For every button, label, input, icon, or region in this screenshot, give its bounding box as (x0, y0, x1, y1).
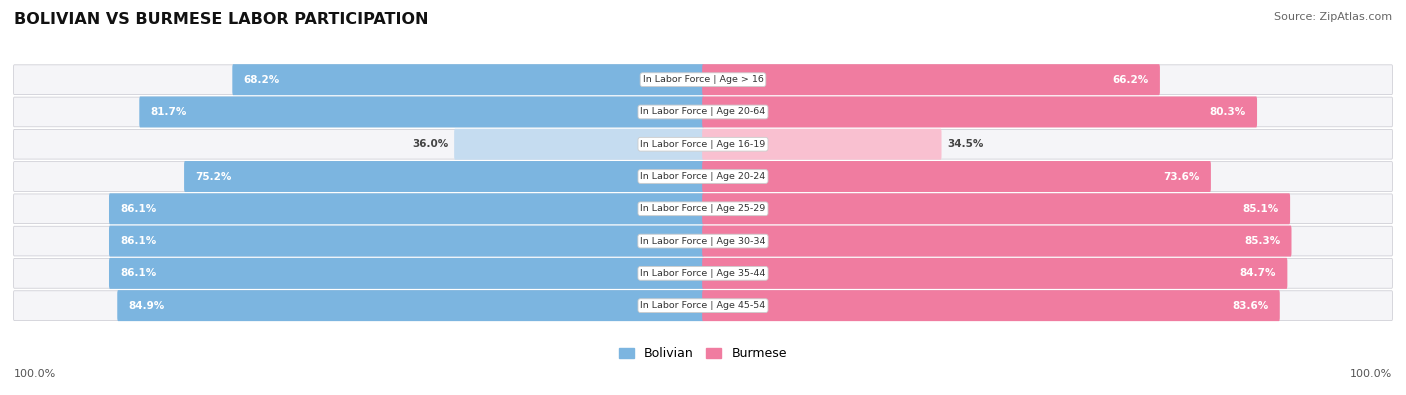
FancyBboxPatch shape (139, 96, 704, 128)
FancyBboxPatch shape (110, 258, 704, 289)
FancyBboxPatch shape (14, 291, 1392, 320)
FancyBboxPatch shape (702, 290, 1279, 321)
Text: In Labor Force | Age 16-19: In Labor Force | Age 16-19 (640, 140, 766, 149)
Text: 86.1%: 86.1% (120, 204, 156, 214)
FancyBboxPatch shape (14, 194, 1392, 224)
Text: 86.1%: 86.1% (120, 268, 156, 278)
Text: 66.2%: 66.2% (1112, 75, 1149, 85)
FancyBboxPatch shape (702, 193, 1291, 224)
Text: 84.9%: 84.9% (128, 301, 165, 310)
Text: In Labor Force | Age 35-44: In Labor Force | Age 35-44 (640, 269, 766, 278)
Legend: Bolivian, Burmese: Bolivian, Burmese (614, 342, 792, 365)
Text: 100.0%: 100.0% (14, 369, 56, 379)
FancyBboxPatch shape (702, 129, 942, 160)
Text: In Labor Force | Age 45-54: In Labor Force | Age 45-54 (640, 301, 766, 310)
FancyBboxPatch shape (110, 226, 704, 257)
Text: 80.3%: 80.3% (1209, 107, 1246, 117)
Text: 85.3%: 85.3% (1244, 236, 1281, 246)
Text: 36.0%: 36.0% (412, 139, 449, 149)
Text: 84.7%: 84.7% (1240, 268, 1277, 278)
Text: 83.6%: 83.6% (1233, 301, 1268, 310)
FancyBboxPatch shape (110, 193, 704, 224)
Text: In Labor Force | Age 30-34: In Labor Force | Age 30-34 (640, 237, 766, 246)
Text: 86.1%: 86.1% (120, 236, 156, 246)
Text: 68.2%: 68.2% (243, 75, 280, 85)
FancyBboxPatch shape (14, 258, 1392, 288)
FancyBboxPatch shape (14, 226, 1392, 256)
FancyBboxPatch shape (184, 161, 704, 192)
Text: 75.2%: 75.2% (195, 171, 232, 182)
Text: 73.6%: 73.6% (1163, 171, 1199, 182)
FancyBboxPatch shape (454, 129, 704, 160)
Text: 81.7%: 81.7% (150, 107, 187, 117)
FancyBboxPatch shape (702, 64, 1160, 95)
Text: In Labor Force | Age > 16: In Labor Force | Age > 16 (643, 75, 763, 84)
FancyBboxPatch shape (702, 161, 1211, 192)
FancyBboxPatch shape (232, 64, 704, 95)
FancyBboxPatch shape (14, 130, 1392, 159)
Text: 100.0%: 100.0% (1350, 369, 1392, 379)
Text: 34.5%: 34.5% (948, 139, 984, 149)
FancyBboxPatch shape (14, 162, 1392, 191)
Text: 85.1%: 85.1% (1243, 204, 1279, 214)
FancyBboxPatch shape (14, 97, 1392, 127)
FancyBboxPatch shape (702, 258, 1288, 289)
Text: BOLIVIAN VS BURMESE LABOR PARTICIPATION: BOLIVIAN VS BURMESE LABOR PARTICIPATION (14, 12, 429, 27)
Text: In Labor Force | Age 20-24: In Labor Force | Age 20-24 (640, 172, 766, 181)
Text: In Labor Force | Age 25-29: In Labor Force | Age 25-29 (640, 204, 766, 213)
FancyBboxPatch shape (117, 290, 704, 321)
Text: In Labor Force | Age 20-64: In Labor Force | Age 20-64 (640, 107, 766, 117)
FancyBboxPatch shape (14, 65, 1392, 94)
FancyBboxPatch shape (702, 226, 1292, 257)
FancyBboxPatch shape (702, 96, 1257, 128)
Text: Source: ZipAtlas.com: Source: ZipAtlas.com (1274, 12, 1392, 22)
